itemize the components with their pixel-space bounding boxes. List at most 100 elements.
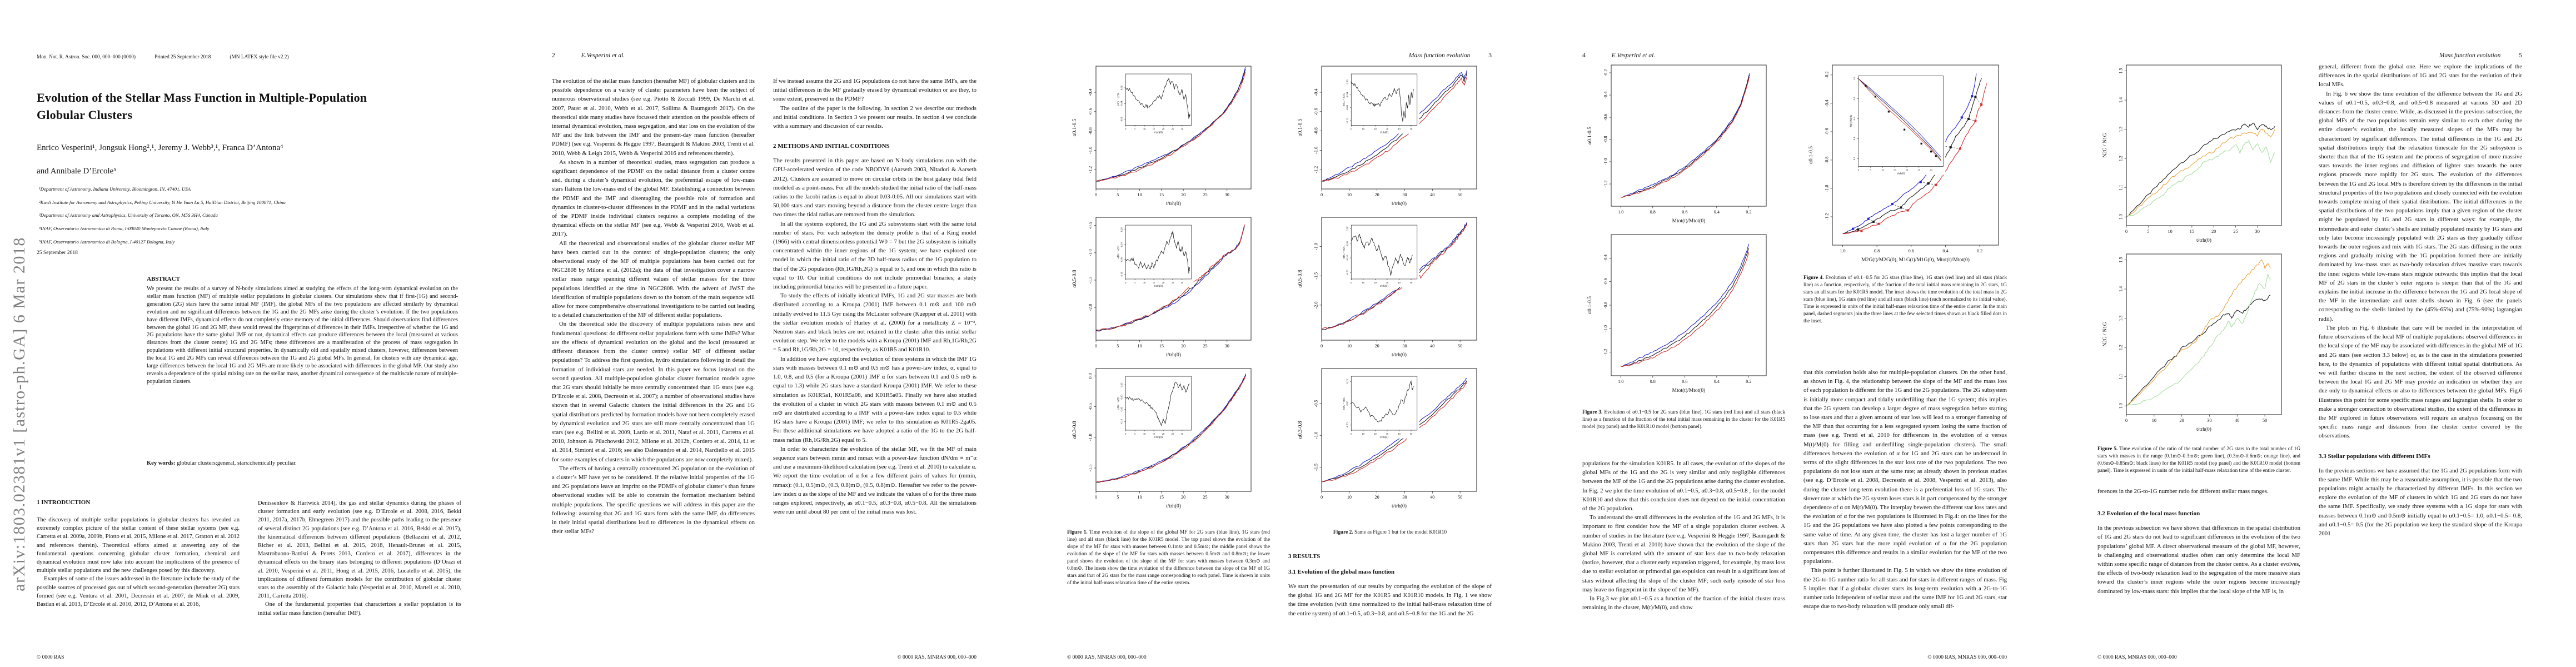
- svg-text:-0.10: -0.10: [1120, 419, 1123, 424]
- svg-text:1.2: 1.2: [2119, 345, 2124, 350]
- svg-text:α0.1-0.5: α0.1-0.5: [1587, 296, 1593, 314]
- svg-text:-1.0: -1.0: [1603, 158, 1608, 166]
- page-number: 3: [1488, 52, 1492, 59]
- svg-text:1.0: 1.0: [1840, 248, 1845, 253]
- svg-text:-1.2: -1.2: [1314, 166, 1319, 173]
- svg-text:0: 0: [1095, 495, 1097, 500]
- svg-text:0.2: 0.2: [1746, 210, 1751, 215]
- svg-text:1.0: 1.0: [2119, 403, 2124, 409]
- svg-text:20: 20: [1181, 344, 1185, 349]
- svg-text:t/trh(0): t/trh(0): [1380, 284, 1388, 288]
- svg-text:Mtot(t)/Mtot(0): Mtot(t)/Mtot(0): [1672, 218, 1706, 224]
- svg-text:30: 30: [1181, 128, 1184, 131]
- svg-text:20: 20: [1162, 432, 1165, 435]
- printed-date: Printed 25 September 2018: [154, 54, 211, 60]
- paragraph: The effects of having a centrally concen…: [552, 465, 755, 535]
- methods-text: The results presented in this paper are …: [773, 156, 976, 516]
- figure5-bottom-panel-k01r10: 0 10 20 30 40 50 1.0 1.1 1.2 1.3 1.4 1.5 t/trh(0) N2G…: [2101, 250, 2287, 436]
- svg-text:-1.5: -1.5: [1088, 276, 1093, 283]
- paragraph: In Fig. 6 we show the time evolution of …: [2319, 90, 2522, 322]
- svg-text:-2.0: -2.0: [1088, 304, 1093, 311]
- svg-text:-0.08: -0.08: [1120, 116, 1123, 122]
- svg-text:-0.4: -0.4: [1603, 255, 1608, 262]
- svg-text:1.4: 1.4: [2119, 97, 2124, 103]
- svg-text:0.6: 0.6: [1682, 379, 1687, 384]
- svg-text:20: 20: [1181, 192, 1185, 197]
- figure1-panel-alpha01-05-k01r5: 0 5 10 15 20 25 30 -0.4 -0.6 -0.8 -1.0 -1.2 t/trh(0)…: [1070, 62, 1257, 211]
- svg-text:50: 50: [1458, 495, 1462, 500]
- svg-text:10: 10: [1347, 192, 1352, 197]
- svg-text:0.00: 0.00: [1120, 257, 1123, 262]
- style-file-note: (MN LATEX style file v2.2): [230, 54, 289, 60]
- svg-text:10: 10: [1143, 281, 1146, 284]
- paragraph: As shown in a number of theoretical stud…: [552, 158, 755, 238]
- svg-text:M2G(t)/M2G(0), M1G(t)/M1G(0),: M2G(t)/M2G(0), M1G(t)/M1G(0), Mtot(t)/Mt…: [1861, 257, 1970, 263]
- svg-text:α0.1-0.5: α0.1-0.5: [1587, 127, 1593, 145]
- svg-text:-1.0: -1.0: [1314, 147, 1319, 154]
- svg-text:M(t)/M(0): M(t)/M(0): [1849, 115, 1853, 127]
- svg-text:-0.05: -0.05: [1120, 406, 1123, 412]
- svg-text:25: 25: [1172, 281, 1174, 284]
- running-head-authors: E.Vesperini et al.: [1611, 52, 1656, 59]
- svg-text:15: 15: [1159, 192, 1164, 197]
- svg-text:N2G / N1G: N2G / N1G: [2102, 133, 2108, 157]
- paragraph: that this correlation holds also for mul…: [1803, 369, 2007, 565]
- column-right: If we instead assume the 2G and 1G popul…: [773, 77, 976, 659]
- svg-text:-0.6: -0.6: [1825, 128, 1830, 135]
- paragraph: Denissenkov & Hartwick 2014), the gas an…: [258, 500, 461, 600]
- svg-text:0.2: 0.2: [1977, 248, 1982, 253]
- svg-text:10: 10: [1143, 432, 1146, 435]
- paragraph: On the theoretical side the discovery of…: [552, 321, 755, 463]
- svg-text:0.4: 0.4: [1714, 379, 1720, 384]
- svg-text:25: 25: [1172, 128, 1174, 131]
- svg-text:15: 15: [1159, 344, 1164, 349]
- svg-text:-0.6: -0.6: [1314, 108, 1319, 115]
- svg-text:1.3: 1.3: [2119, 126, 2124, 132]
- svg-text:0: 0: [1351, 128, 1352, 131]
- svg-text:25: 25: [1203, 344, 1207, 349]
- svg-text:0.8: 0.8: [1853, 97, 1856, 100]
- svg-text:10: 10: [1881, 169, 1884, 172]
- running-head: 4 E.Vesperini et al.: [1582, 52, 1655, 59]
- svg-text:30: 30: [1930, 169, 1932, 172]
- svg-text:0: 0: [1125, 128, 1127, 131]
- paragraph: To study the effects of initially identi…: [773, 292, 976, 354]
- svg-text:10: 10: [1347, 344, 1352, 349]
- section-33-heading: 3.3 Stellar populations with different I…: [2319, 452, 2430, 460]
- svg-text:0.4: 0.4: [1853, 137, 1856, 140]
- svg-text:0: 0: [1351, 281, 1352, 284]
- section-33-text: In the previous sections we have assumed…: [2319, 466, 2522, 539]
- paragraph: The plots in Fig. 6 illustrate that care…: [2319, 324, 2522, 440]
- paragraph: To understand the small differences in t…: [1582, 514, 1785, 593]
- figure2-panel-alpha05-08-k01r10: 0 10 20 30 40 50 -1.0 -1.5 -2.0 t/trh(0) α0.5-0.8 0…: [1296, 213, 1482, 362]
- svg-text:20: 20: [1375, 495, 1379, 500]
- svg-text:t/trh(0): t/trh(0): [1154, 131, 1163, 135]
- svg-text:50: 50: [1458, 192, 1462, 197]
- svg-text:-0.6: -0.6: [1603, 114, 1608, 121]
- svg-text:-0.6: -0.6: [1603, 278, 1608, 285]
- svg-text:0: 0: [1095, 344, 1097, 349]
- svg-text:15: 15: [1894, 169, 1896, 172]
- page-3: Mass function evolution 3 0 5 10 15 20 25 30 -0…: [1030, 0, 1546, 667]
- svg-text:0.8: 0.8: [1874, 248, 1880, 253]
- running-head-authors: E.Vesperini et al.: [581, 52, 625, 59]
- svg-text:50: 50: [1410, 128, 1413, 131]
- svg-text:10: 10: [2152, 418, 2156, 423]
- page-number: 2: [552, 52, 555, 59]
- svg-text:15: 15: [2190, 229, 2194, 234]
- svg-text:0.8: 0.8: [1650, 210, 1656, 215]
- continuation-text: ferences in the 2G-to-1G number ratio fo…: [2097, 487, 2300, 496]
- svg-text:α1G − α2G: α1G − α2G: [1117, 93, 1120, 106]
- svg-text:t/trh(0): t/trh(0): [1392, 503, 1407, 509]
- paragraph: populations for the simulation K01R5. In…: [1582, 460, 1785, 512]
- page-number: 4: [1582, 52, 1586, 59]
- svg-text:-2.0: -2.0: [1314, 301, 1319, 308]
- svg-text:t/trh(0): t/trh(0): [1392, 201, 1407, 207]
- svg-text:α1G − α2G: α1G − α2G: [1117, 245, 1120, 258]
- svg-text:10: 10: [1137, 192, 1142, 197]
- svg-text:5: 5: [1870, 169, 1872, 172]
- svg-text:1.0: 1.0: [2119, 214, 2124, 220]
- paragraph: ¹Department of Astronomy, Indiana Univer…: [39, 186, 191, 192]
- svg-text:25: 25: [1917, 169, 1920, 172]
- svg-text:0.6: 0.6: [1682, 210, 1687, 215]
